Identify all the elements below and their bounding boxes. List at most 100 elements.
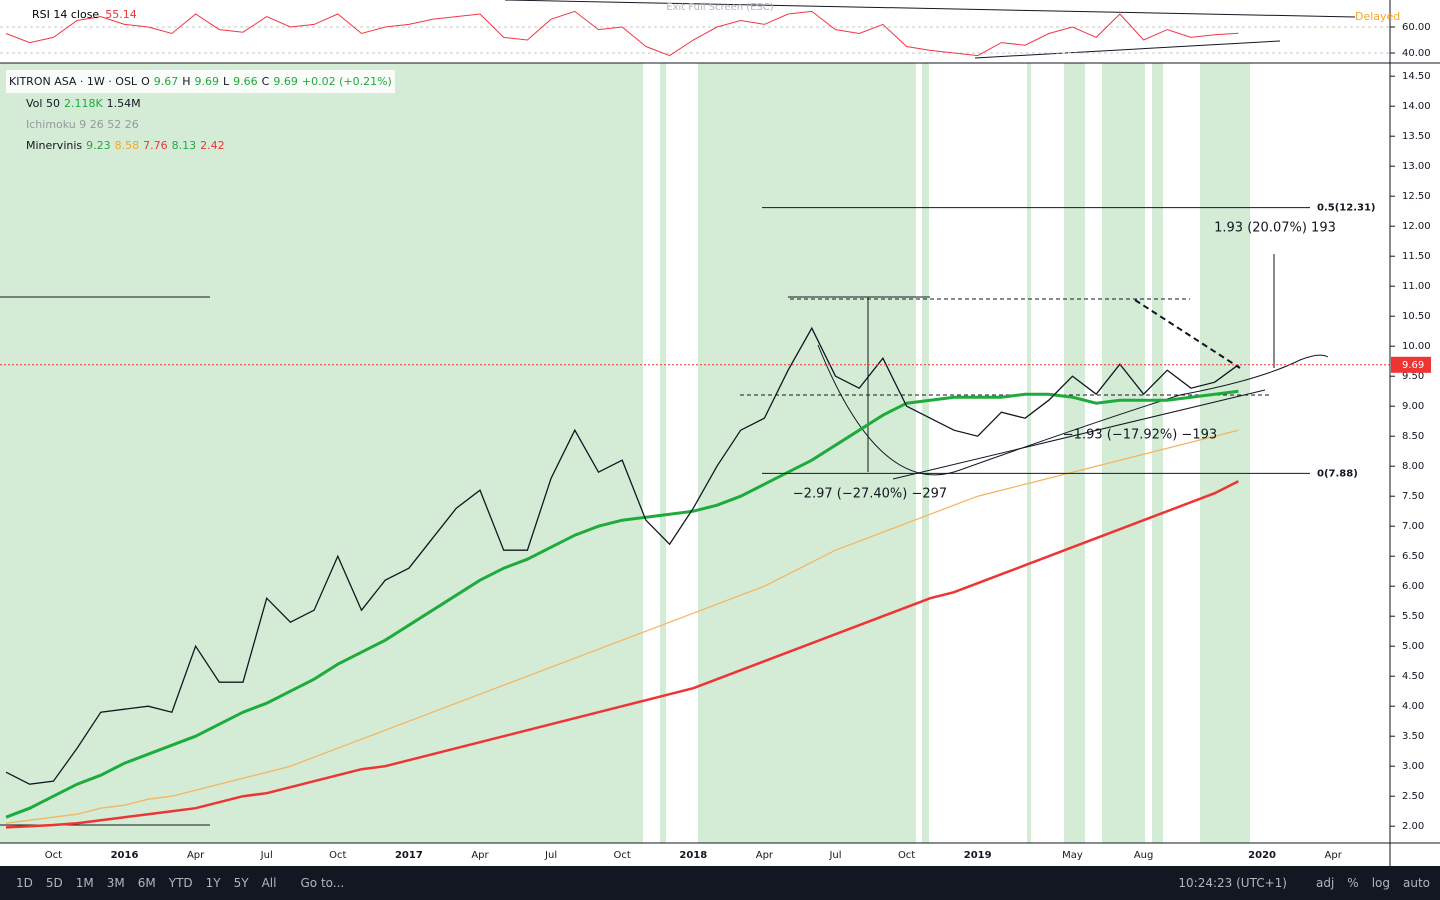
x-tick-label: Aug: [1134, 850, 1154, 861]
range-button[interactable]: YTD: [168, 876, 193, 890]
high: 9.69: [194, 75, 220, 88]
axis-option[interactable]: auto: [1402, 876, 1430, 890]
fib-label: 0(7.88): [1317, 468, 1358, 479]
trend-template-zones: [0, 63, 1250, 843]
axis-option[interactable]: adj: [1315, 876, 1335, 890]
o-key: O: [141, 75, 150, 88]
l-key: L: [223, 75, 230, 88]
ichimoku-row: Ichimoku 9 26 52 26: [6, 114, 395, 135]
series-line: [5, 326, 1239, 785]
fib-label: 0.5(12.31): [1317, 203, 1376, 214]
y-tick-label: 4.00: [1402, 701, 1424, 712]
rsi-legend: RSI 14 close 55.14: [32, 8, 137, 21]
y-tick-label: 2.50: [1402, 791, 1424, 802]
x-tick-label: Jul: [544, 850, 557, 861]
y-tick-label: 12.00: [1402, 221, 1431, 232]
measure-label: 1.93 (20.07%) 193: [1214, 221, 1336, 236]
y-tick-label: 8.50: [1402, 431, 1424, 442]
y-tick-label: 11.00: [1402, 281, 1431, 292]
axis-option[interactable]: log: [1371, 876, 1390, 890]
bottom-toolbar: 1D 5D 1M 3M 6M YTD 1Y 5Y All Go to... 10:24:23 (UT…: [0, 866, 1440, 900]
axis-option[interactable]: %: [1347, 876, 1359, 890]
y-tick-label: 9.00: [1402, 401, 1424, 412]
y-tick-label: 12.50: [1402, 191, 1431, 202]
clock: 10:24:23 (UTC+1): [1178, 876, 1287, 890]
x-tick-label: Apr: [187, 850, 205, 861]
x-tick-label: 2019: [964, 850, 992, 861]
y-tick-label: 13.50: [1402, 131, 1431, 142]
x-tick-label: Apr: [756, 850, 774, 861]
series-line: [5, 389, 1239, 819]
symbol-row: KITRON ASA · 1W · OSL O 9.67 H 9.69 L 9.66 …: [6, 70, 395, 93]
measure-label: −1.93 (−17.92%) −193: [1063, 428, 1217, 443]
y-tick-label: 8.00: [1402, 461, 1424, 472]
range-button[interactable]: All: [261, 876, 277, 890]
legend: KITRON ASA · 1W · OSL O 9.67 H 9.69 L 9.66 …: [6, 70, 395, 156]
x-tick-label: Apr: [471, 850, 489, 861]
price-label: 9.69: [1402, 360, 1424, 371]
open: 9.67: [153, 75, 179, 88]
range-button[interactable]: 6M: [137, 876, 156, 890]
close: 9.69: [273, 75, 298, 88]
range-button[interactable]: 5Y: [233, 876, 249, 890]
y-tick-label: 5.00: [1402, 641, 1424, 652]
rsi-value: 55.14: [105, 8, 137, 21]
y-tick-label: 2.00: [1402, 821, 1424, 832]
exit-fullscreen[interactable]: Exit Full Screen (ESC): [666, 2, 774, 13]
measure-label: −2.97 (−27.40%) −297: [793, 487, 947, 502]
x-tick-label: 2018: [679, 850, 707, 861]
x-tick-label: Jul: [828, 850, 841, 861]
low: 9.66: [233, 75, 258, 88]
y-tick-label: 40.00: [1402, 48, 1431, 59]
y-tick-label: 3.00: [1402, 761, 1424, 772]
minervinis: Minervinis: [26, 139, 83, 152]
m-value: 7.76: [143, 139, 168, 152]
range-button[interactable]: 1Y: [205, 876, 221, 890]
y-tick-label: 11.50: [1402, 251, 1431, 262]
h-key: H: [182, 75, 191, 88]
x-tick-label: May: [1062, 850, 1083, 861]
y-tick-label: 6.00: [1402, 581, 1424, 592]
delayed-badge: Delayed: [1355, 10, 1400, 23]
rsi-line: [5, 10, 1239, 57]
y-tick-label: 3.50: [1402, 731, 1424, 742]
y-tick-label: 14.00: [1402, 101, 1431, 112]
m-value: 9.23: [86, 139, 111, 152]
y-tick-label: 60.00: [1402, 22, 1431, 33]
rsi-title: RSI 14 close: [32, 8, 100, 21]
symbol: KITRON ASA · 1W · OSL: [9, 75, 138, 88]
ichimoku[interactable]: Ichimoku 9 26 52 26: [26, 118, 139, 131]
minervinis-row: Minervinis 9.23 8.58 7.76 8.13 2.42: [6, 135, 395, 156]
range-button[interactable]: 5D: [45, 876, 63, 890]
x-tick-label: 2016: [111, 850, 139, 861]
price-badge: [1391, 356, 1431, 373]
y-tick-label: 5.50: [1402, 611, 1424, 622]
goto-button[interactable]: Go to...: [300, 876, 345, 890]
range-button[interactable]: 1D: [16, 876, 33, 890]
y-tick-label: 7.50: [1402, 491, 1424, 502]
drawings: [0, 0, 1356, 826]
c-key: C: [261, 75, 270, 88]
x-tick-label: Oct: [614, 850, 631, 861]
vol-b: 1.54M: [106, 97, 141, 110]
change: +0.02 (+0.21%): [301, 75, 392, 88]
y-tick-label: 7.00: [1402, 521, 1424, 532]
x-tick-label: 2020: [1248, 850, 1276, 861]
vol-a: 2.118K: [63, 97, 103, 110]
m-value: 8.13: [171, 139, 197, 152]
y-tick-label: 4.50: [1402, 671, 1424, 682]
chart: Exit Full Screen (ESC) Delayed 2.00 2.50 3…: [0, 0, 1440, 866]
x-tick-label: Oct: [898, 850, 915, 861]
range-button[interactable]: 1M: [75, 876, 94, 890]
x-tick-label: Apr: [1325, 850, 1343, 861]
x-tick-label: Oct: [45, 850, 62, 861]
x-tick-label: Oct: [329, 850, 346, 861]
y-tick-label: 13.00: [1402, 161, 1431, 172]
vol-row: Vol 50 2.118K 1.54M: [6, 93, 395, 114]
range-button[interactable]: 3M: [106, 876, 125, 890]
x-tick-label: Jul: [260, 850, 273, 861]
vol-name: Vol 50: [26, 97, 60, 110]
m-value: 2.42: [200, 139, 225, 152]
y-tick-label: 10.50: [1402, 311, 1431, 322]
